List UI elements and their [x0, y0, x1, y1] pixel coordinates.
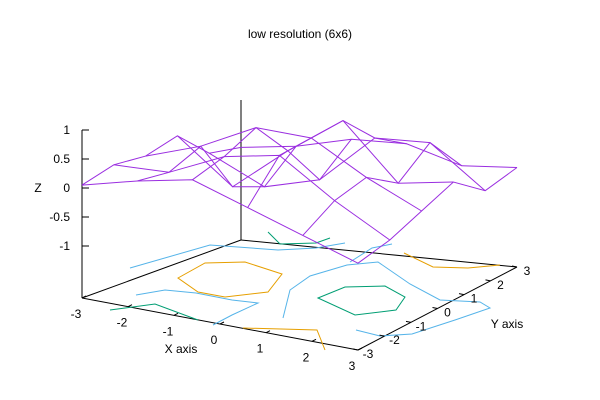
axis-ticks: -3 -2 -1 0 1 2 3 -3 -2 -1 0 1 2 3 1 0.5 0 -0.5 -1 — [49, 123, 530, 373]
x-tick-label: -3 — [71, 307, 82, 321]
surface-line-x1 — [137, 145, 297, 188]
x-tick-mark — [81, 295, 87, 299]
chart-title: low resolution (6x6) — [248, 27, 352, 41]
y-tick-mark — [432, 307, 438, 309]
x-tick-mark — [173, 312, 179, 316]
contour-line-orange-back — [403, 252, 501, 269]
z-tick-label: -1 — [59, 239, 70, 253]
y-tick-label: 3 — [524, 264, 531, 278]
z-tick-label: 0 — [63, 181, 70, 195]
surface-line-y1 — [113, 154, 391, 241]
contour-line-cyan-mid — [135, 289, 260, 326]
surface-wireframe — [81, 119, 518, 264]
x-tick-label: -1 — [163, 324, 174, 338]
x-tick-label: 1 — [257, 342, 264, 356]
y-tick-label: 2 — [497, 278, 504, 292]
surface-line-y5 — [240, 138, 518, 168]
y-tick-mark — [405, 320, 412, 323]
x-tick-label: -2 — [117, 316, 128, 330]
contour-line-orange-front — [242, 327, 326, 351]
x-tick-label: 3 — [349, 359, 356, 373]
x-tick-mark — [127, 304, 133, 308]
contour-loop-orange-left — [177, 261, 283, 298]
contour-line-cyan-back — [349, 243, 393, 263]
surface-line-x5 — [357, 167, 518, 264]
surface-line-y0 — [81, 179, 359, 264]
surface-line-x2 — [192, 126, 352, 181]
y-tick-label: 0 — [444, 306, 451, 320]
z-axis-label: Z — [34, 181, 41, 195]
y-tick-mark — [511, 265, 518, 268]
surface-line-x0 — [81, 135, 242, 186]
contour-line-green-back — [267, 231, 331, 245]
x-tick-mark — [357, 347, 363, 351]
y-tick-label: -3 — [363, 347, 374, 361]
x-axis-label: X axis — [165, 342, 198, 356]
x-tick-mark — [219, 321, 225, 325]
y-tick-mark — [379, 334, 385, 337]
surface-line-y2 — [145, 127, 422, 212]
x-tick-label: 2 — [303, 350, 310, 364]
y-axis-label: Y axis — [491, 317, 523, 331]
contour-line-green-left — [109, 303, 199, 321]
y-tick-label: -1 — [416, 319, 427, 333]
x-tick-mark — [265, 330, 271, 334]
y-tick-label: -2 — [389, 333, 400, 347]
surface-line-y4 — [208, 137, 486, 192]
x-tick-label: 0 — [211, 333, 218, 347]
z-tick-label: 1 — [63, 123, 70, 137]
axis-labels: Z X axis Y axis — [34, 181, 523, 356]
y-tick-mark — [352, 348, 359, 351]
back-left-edge — [81, 239, 242, 299]
y-tick-label: 1 — [471, 292, 478, 306]
z-tick-label: 0.5 — [53, 152, 70, 166]
contour-line-cyan-right — [282, 261, 492, 337]
surface-line-y3 — [177, 119, 454, 188]
base-plane — [81, 100, 518, 351]
y-tick-mark — [458, 293, 465, 296]
y-tick-mark — [485, 279, 491, 282]
contour-lines — [109, 231, 501, 351]
back-right-edge — [240, 239, 518, 268]
contour-loop-green-right — [316, 285, 406, 316]
surface-line-x4 — [302, 141, 463, 236]
z-tick-label: -0.5 — [49, 210, 70, 224]
contour-line-cyan-left — [129, 242, 346, 269]
x-tick-mark — [311, 338, 317, 342]
